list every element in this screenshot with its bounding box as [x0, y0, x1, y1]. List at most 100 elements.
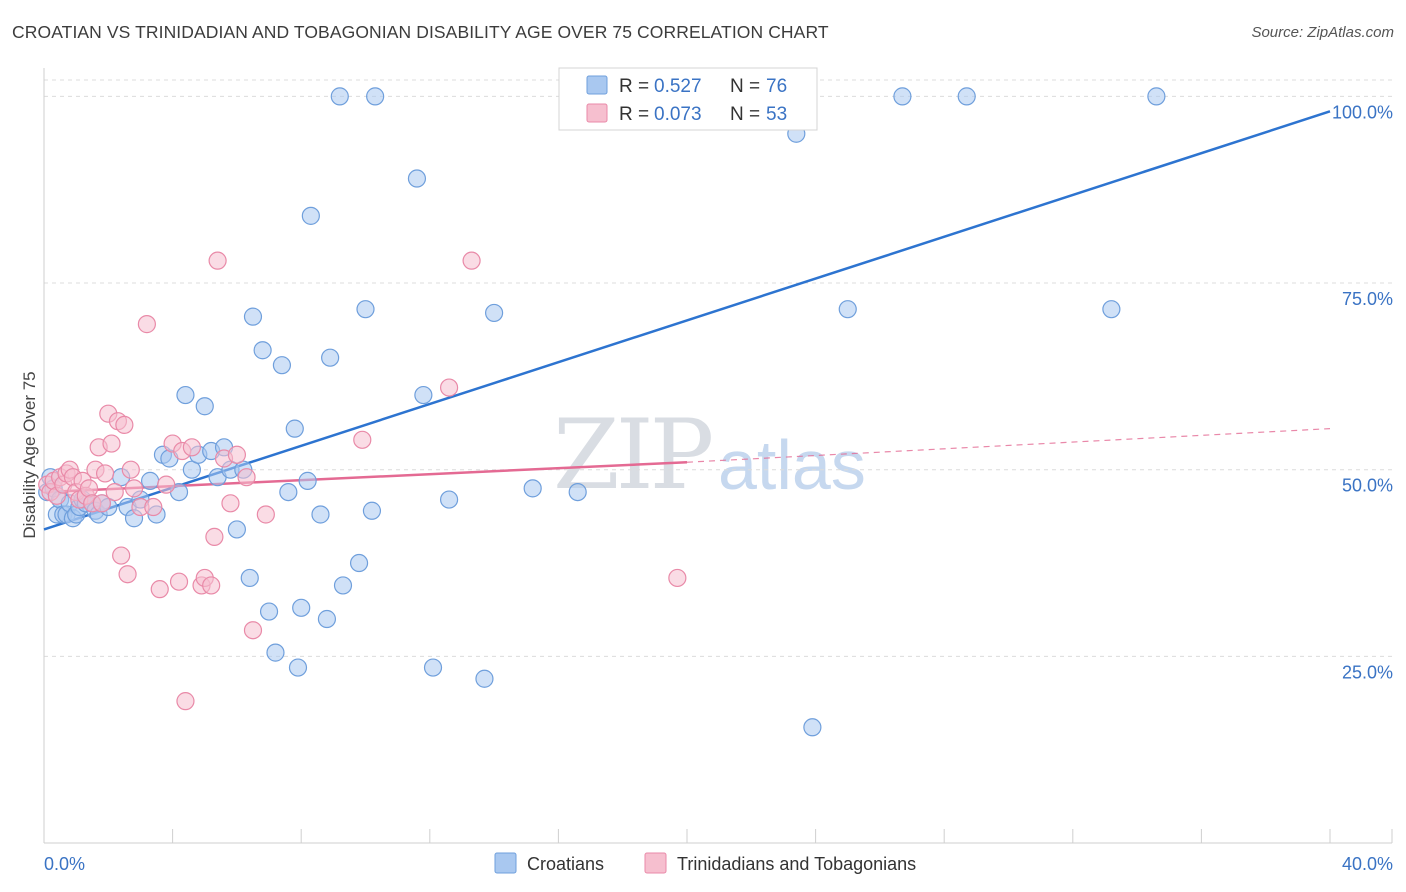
legend-r-value-2: 0.073	[654, 104, 702, 125]
croatian-point	[523, 479, 542, 498]
trinidadian-point	[79, 479, 99, 498]
bottom-legend-trinidadians: Trinidadians and Tobagonians	[677, 854, 916, 874]
watermark-atlas: atlas	[718, 426, 866, 504]
croatian-point	[279, 482, 298, 502]
trinidadian-point	[112, 546, 131, 565]
croatian-point	[243, 307, 263, 326]
croatian-point	[568, 482, 587, 502]
trinidadian-point	[137, 315, 156, 334]
trinidadian-point	[95, 464, 115, 483]
croatian-point	[893, 87, 912, 106]
croatian-point	[140, 471, 160, 490]
trinidadian-point	[208, 251, 227, 270]
trinidadian-point	[227, 445, 246, 464]
y-tick-label: 25.0%	[1342, 662, 1393, 682]
bottom-legend-swatch-trinidadians	[644, 852, 667, 874]
croatian-point	[195, 397, 214, 416]
y-tick-label: 75.0%	[1342, 289, 1393, 309]
croatian-point	[298, 471, 317, 490]
y-tick-label: 50.0%	[1342, 476, 1393, 496]
chart-title: CROATIAN VS TRINIDADIAN AND TOBAGONIAN D…	[12, 22, 829, 42]
trinidadian-point	[439, 378, 459, 397]
croatian-trend-line	[43, 110, 1331, 531]
trinidadian-point	[121, 460, 140, 479]
croatian-point	[407, 169, 427, 188]
croatian-point	[176, 385, 195, 405]
x-tick-label-max: 40.0%	[1342, 854, 1393, 874]
croatian-point	[259, 602, 279, 621]
legend: R = 0.527 N = 76 R = 0.073 N = 53	[558, 67, 818, 131]
croatian-point	[1102, 300, 1121, 319]
trinidadian-point	[256, 505, 275, 524]
croatian-point	[266, 643, 285, 662]
legend-r-value-1: 0.527	[654, 76, 702, 97]
trinidadian-point	[237, 468, 256, 487]
trinidadian-point	[105, 482, 124, 502]
bottom-legend-swatch-croatians	[494, 852, 517, 874]
trinidadian-point	[102, 434, 121, 453]
trinidadian-point	[144, 497, 163, 517]
croatian-point	[333, 576, 353, 595]
trinidadian-point	[115, 415, 134, 435]
y-tick-label: 100.0%	[1332, 102, 1393, 122]
trinidadian-point	[243, 621, 263, 640]
croatian-point	[292, 598, 311, 617]
trinidadian-point	[150, 580, 169, 599]
croatian-point	[475, 669, 494, 688]
legend-r-label-1: R =	[619, 76, 649, 97]
trinidadian-point	[221, 494, 240, 513]
croatian-point	[285, 419, 304, 438]
croatian-point	[227, 520, 246, 539]
data-points	[38, 87, 1166, 737]
trinidadian-point	[182, 438, 201, 457]
trinidadian-point	[668, 568, 687, 588]
croatian-point	[253, 341, 272, 360]
trinidadian-point	[169, 572, 189, 591]
legend-n-value-1: 76	[766, 76, 787, 97]
y-axis-title: Disability Age Over 75	[20, 371, 39, 538]
croatian-point	[301, 206, 320, 225]
trinidadian-point	[118, 565, 137, 584]
trinidadian-point	[462, 251, 481, 270]
legend-n-label-1: N =	[730, 76, 760, 97]
croatian-point	[349, 553, 369, 573]
croatian-point	[957, 87, 976, 106]
trinidadian-trend-extension	[686, 428, 1331, 463]
croatian-point	[423, 658, 443, 677]
trinidadian-point	[176, 692, 195, 711]
croatian-point	[321, 348, 340, 367]
legend-r-label-2: R =	[619, 104, 649, 125]
legend-n-value-2: 53	[766, 104, 787, 125]
bottom-legend: Croatians Trinidadians and Tobagonians	[494, 852, 916, 874]
legend-swatch-croatians	[586, 75, 608, 95]
legend-n-label-2: N =	[730, 104, 760, 125]
trinidadian-point	[92, 494, 111, 513]
croatian-point	[838, 300, 857, 319]
trinidadian-point	[205, 527, 224, 546]
trinidadian-point	[157, 475, 176, 494]
tick-labels: 25.0% 50.0% 75.0% 100.0% 0.0% 40.0%	[44, 102, 1393, 874]
croatian-point	[414, 385, 433, 405]
trinidadian-point	[353, 430, 372, 449]
croatian-point	[362, 501, 382, 520]
croatian-point	[439, 490, 459, 509]
legend-swatch-trinidadians	[586, 103, 608, 123]
croatian-point	[485, 303, 504, 323]
croatian-point	[366, 87, 385, 106]
croatian-point	[1147, 87, 1166, 106]
source-label: Source: ZipAtlas.com	[1251, 24, 1394, 41]
croatian-point	[317, 609, 337, 629]
x-tick-label-min: 0.0%	[44, 854, 85, 874]
trinidadian-point	[202, 576, 221, 595]
croatian-point	[240, 568, 259, 588]
croatian-point	[803, 718, 822, 737]
croatian-point	[311, 505, 330, 524]
croatian-point	[272, 356, 292, 375]
bottom-legend-croatians: Croatians	[527, 854, 604, 874]
trinidadian-point	[124, 479, 144, 498]
croatian-point	[330, 87, 349, 106]
axes	[43, 68, 1393, 844]
croatian-point	[288, 658, 308, 677]
croatian-point	[356, 300, 375, 319]
